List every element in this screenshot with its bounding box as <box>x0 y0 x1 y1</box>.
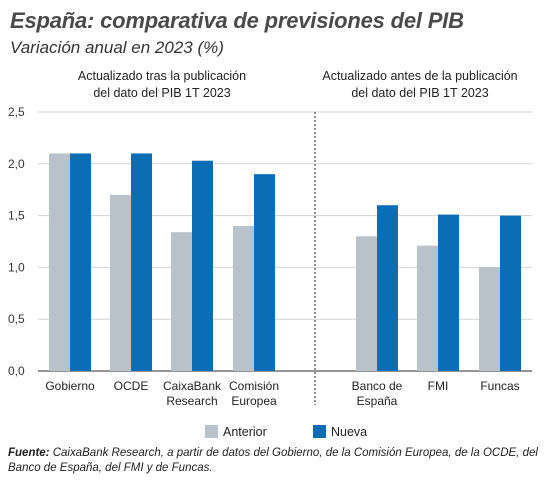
bar-anterior <box>171 232 192 371</box>
bar-anterior <box>356 236 377 371</box>
category-label: CaixaBank <box>163 379 222 393</box>
bar-anterior <box>417 245 438 371</box>
group-header: del dato del PIB 1T 2023 <box>93 86 230 100</box>
group-header: del dato del PIB 1T 2023 <box>351 86 488 100</box>
bar-chart: 0,0 0,5 1,0 1,5 2,0 2,5 Gobierno OCDE CaixaBankR… <box>8 69 532 439</box>
legend-label-anterior: Anterior <box>223 425 267 439</box>
bar-nueva <box>70 153 91 371</box>
footnote-text: CaixaBank Research, a partir de datos de… <box>8 447 538 474</box>
chart-title: España: comparativa de previsiones del P… <box>10 8 464 33</box>
bar-anterior <box>233 225 254 371</box>
bar-anterior <box>110 194 131 371</box>
category-label: Banco de <box>352 379 403 393</box>
category-label: Comisión <box>229 379 279 393</box>
category-label: Research <box>166 394 217 408</box>
bar-nueva <box>254 174 275 371</box>
bar-nueva <box>131 153 152 371</box>
y-tick-label: 2,0 <box>8 157 25 171</box>
legend-label-nueva: Nueva <box>331 425 367 439</box>
category-label: Funcas <box>480 379 519 393</box>
footnote: Fuente: CaixaBank Research, a partir de … <box>8 446 543 476</box>
footnote-label: Fuente: <box>8 447 50 459</box>
bar-nueva <box>377 205 398 371</box>
bar-nueva <box>192 160 213 371</box>
legend-swatch-nueva <box>313 425 326 438</box>
bar-nueva <box>500 215 521 371</box>
y-tick-label: 1,0 <box>8 260 25 274</box>
category-label: Gobierno <box>45 379 95 393</box>
category-label: OCDE <box>114 379 149 393</box>
bar-anterior <box>479 267 500 371</box>
group-header: Actualizado tras la publicación <box>78 69 246 83</box>
bar-nueva <box>438 214 459 371</box>
y-tick-label: 0,0 <box>8 364 25 378</box>
category-label: FMI <box>428 379 449 393</box>
y-tick-label: 1,5 <box>8 209 25 223</box>
category-label: España <box>357 394 398 408</box>
bar-anterior <box>49 153 70 371</box>
legend-swatch-anterior <box>205 425 218 438</box>
y-tick-label: 2,5 <box>8 105 25 119</box>
group-header: Actualizado antes de la publicación <box>322 69 517 83</box>
chart-subtitle: Variación anual en 2023 (%) <box>10 38 224 57</box>
y-tick-label: 0,5 <box>8 312 25 326</box>
category-label: Europea <box>231 394 277 408</box>
